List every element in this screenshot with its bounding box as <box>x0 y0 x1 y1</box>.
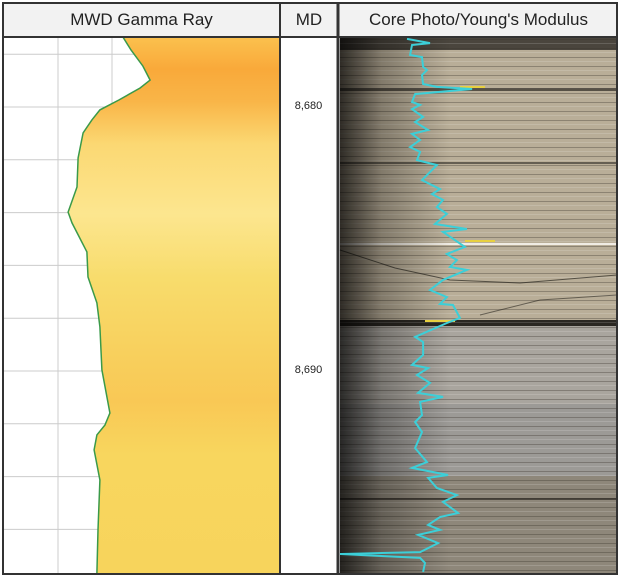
track-header-md: MD <box>295 10 323 29</box>
depth-tick-label: 8,690 <box>294 364 323 376</box>
gamma-ray-fill <box>68 37 280 573</box>
track-header-core-photo: Core Photo/Young's Modulus <box>368 10 589 29</box>
youngs-modulus-curve <box>339 37 473 573</box>
track-header-gamma-ray: MWD Gamma Ray <box>70 10 213 29</box>
gamma-ray-curve <box>67 36 152 574</box>
core-photo <box>339 38 618 574</box>
depth-tick-label: 8,680 <box>294 100 323 112</box>
